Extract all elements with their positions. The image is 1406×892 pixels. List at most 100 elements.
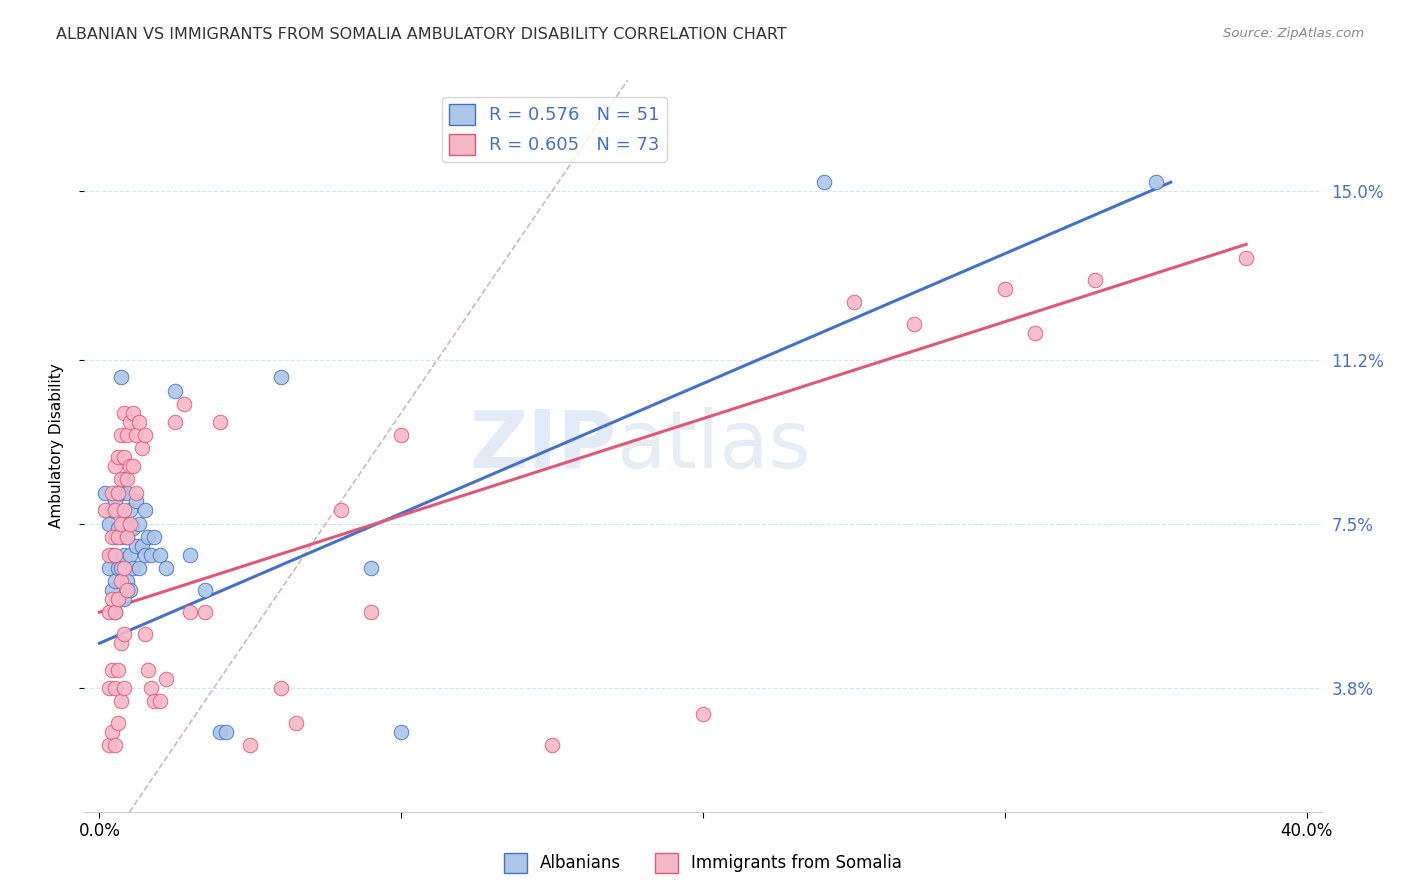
- Point: [112, 548, 135, 562]
- Point: [115, 485, 138, 500]
- Text: Source: ZipAtlas.com: Source: ZipAtlas.com: [1223, 27, 1364, 40]
- Point: [107, 663, 129, 677]
- Text: ZIP: ZIP: [470, 407, 616, 485]
- Point: [121, 521, 143, 535]
- Point: [124, 428, 146, 442]
- Point: [112, 472, 135, 486]
- Point: [107, 485, 129, 500]
- Point: [103, 605, 125, 619]
- Point: [155, 561, 177, 575]
- Point: [100, 485, 122, 500]
- Point: [155, 672, 177, 686]
- Point: [149, 548, 172, 562]
- Point: [112, 406, 135, 420]
- Legend: R = 0.576   N = 51, R = 0.605   N = 73: R = 0.576 N = 51, R = 0.605 N = 73: [443, 96, 666, 161]
- Point: [163, 415, 186, 429]
- Point: [110, 428, 132, 442]
- Point: [112, 561, 135, 575]
- Point: [121, 406, 143, 420]
- Point: [110, 472, 132, 486]
- Point: [209, 725, 232, 739]
- Point: [97, 548, 120, 562]
- Point: [112, 450, 135, 464]
- Point: [100, 503, 122, 517]
- Point: [163, 384, 186, 398]
- Point: [209, 415, 232, 429]
- Point: [110, 561, 132, 575]
- Point: [270, 370, 292, 384]
- Point: [107, 530, 129, 544]
- Point: [112, 516, 135, 531]
- Point: [360, 605, 382, 619]
- Point: [121, 458, 143, 473]
- Point: [1144, 175, 1167, 189]
- Point: [110, 574, 132, 589]
- Legend: Albanians, Immigrants from Somalia: Albanians, Immigrants from Somalia: [496, 847, 910, 880]
- Point: [107, 485, 129, 500]
- Point: [112, 503, 135, 517]
- Point: [128, 561, 150, 575]
- Point: [100, 583, 122, 598]
- Point: [107, 591, 129, 606]
- Point: [360, 561, 382, 575]
- Point: [100, 663, 122, 677]
- Y-axis label: Ambulatory Disability: Ambulatory Disability: [49, 364, 63, 528]
- Point: [118, 516, 141, 531]
- Point: [329, 503, 352, 517]
- Point: [215, 725, 238, 739]
- Point: [131, 539, 153, 553]
- Point: [115, 574, 138, 589]
- Point: [139, 548, 162, 562]
- Point: [103, 548, 125, 562]
- Point: [1234, 251, 1257, 265]
- Point: [994, 282, 1017, 296]
- Point: [179, 548, 201, 562]
- Point: [128, 415, 150, 429]
- Point: [118, 548, 141, 562]
- Text: atlas: atlas: [616, 407, 811, 485]
- Point: [389, 725, 412, 739]
- Point: [112, 591, 135, 606]
- Point: [134, 548, 156, 562]
- Point: [97, 738, 120, 752]
- Point: [389, 428, 412, 442]
- Point: [541, 738, 564, 752]
- Point: [134, 428, 156, 442]
- Point: [110, 516, 132, 531]
- Point: [121, 561, 143, 575]
- Point: [142, 530, 165, 544]
- Point: [124, 539, 146, 553]
- Point: [97, 561, 120, 575]
- Point: [97, 681, 120, 695]
- Point: [103, 681, 125, 695]
- Point: [110, 636, 132, 650]
- Point: [112, 627, 135, 641]
- Point: [103, 503, 125, 517]
- Point: [142, 694, 165, 708]
- Point: [131, 441, 153, 455]
- Point: [94, 485, 117, 500]
- Point: [100, 725, 122, 739]
- Point: [107, 450, 129, 464]
- Point: [194, 605, 217, 619]
- Point: [103, 574, 125, 589]
- Point: [103, 530, 125, 544]
- Point: [124, 494, 146, 508]
- Point: [813, 175, 835, 189]
- Point: [107, 716, 129, 731]
- Point: [134, 503, 156, 517]
- Point: [179, 605, 201, 619]
- Point: [124, 485, 146, 500]
- Point: [128, 516, 150, 531]
- Point: [284, 716, 307, 731]
- Point: [194, 583, 217, 598]
- Point: [239, 738, 262, 752]
- Point: [110, 694, 132, 708]
- Point: [149, 694, 172, 708]
- Point: [118, 503, 141, 517]
- Point: [118, 583, 141, 598]
- Point: [100, 548, 122, 562]
- Point: [110, 370, 132, 384]
- Point: [115, 530, 138, 544]
- Text: ALBANIAN VS IMMIGRANTS FROM SOMALIA AMBULATORY DISABILITY CORRELATION CHART: ALBANIAN VS IMMIGRANTS FROM SOMALIA AMBU…: [56, 27, 787, 42]
